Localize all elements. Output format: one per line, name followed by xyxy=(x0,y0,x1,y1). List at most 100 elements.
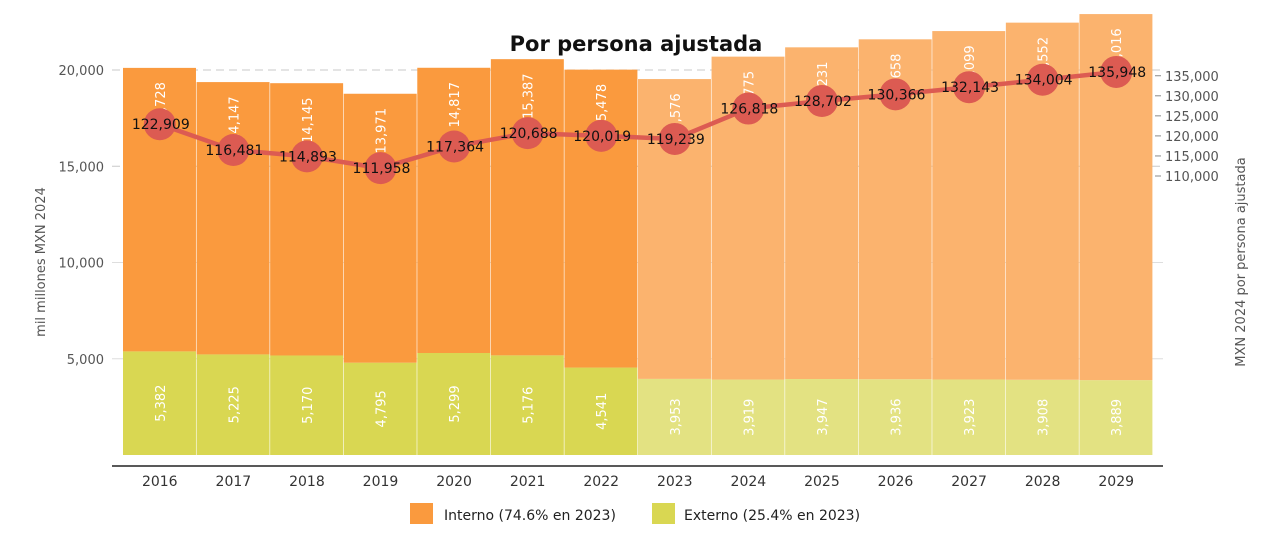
line-point-label: 130,366 xyxy=(868,87,926,103)
right-tick-label: 135,000 xyxy=(1165,70,1219,85)
bar-label-externo: 5,170 xyxy=(301,387,316,424)
bar-label-interno: 13,971 xyxy=(375,108,390,154)
bar-externo xyxy=(932,379,1006,455)
x-tick-label: 2019 xyxy=(363,474,399,490)
bar-interno xyxy=(490,59,564,356)
line-point xyxy=(658,122,691,155)
right-tick-label: 130,000 xyxy=(1165,90,1219,105)
bar-externo xyxy=(711,379,785,455)
x-tick-label: 2026 xyxy=(878,474,914,490)
bar-label-externo: 4,795 xyxy=(375,390,390,427)
line-point xyxy=(438,130,471,163)
line-point-label: 111,958 xyxy=(353,161,411,177)
x-tick-label: 2027 xyxy=(951,474,987,490)
bar-label-interno: 14,817 xyxy=(448,82,463,128)
line-point-label: 132,143 xyxy=(941,80,999,96)
bar-externo xyxy=(343,362,417,455)
bar-interno xyxy=(270,83,344,356)
line-point-label: 119,239 xyxy=(647,132,705,148)
right-tick-label: 115,000 xyxy=(1165,150,1219,165)
line-point xyxy=(879,78,912,111)
left-tick-label: 10,000 xyxy=(59,257,105,272)
bar-label-externo: 3,919 xyxy=(742,399,757,436)
bar-label-externo: 4,541 xyxy=(595,393,610,430)
line-point xyxy=(364,152,397,185)
bar-externo xyxy=(196,354,270,455)
line-point xyxy=(1026,63,1059,96)
bar-label-externo: 5,299 xyxy=(448,385,463,422)
bar-label-externo: 3,947 xyxy=(816,398,831,435)
bar-label-externo: 5,382 xyxy=(154,385,169,422)
line-point-label: 116,481 xyxy=(205,143,263,159)
line-point-label: 114,893 xyxy=(279,149,337,165)
line-point xyxy=(585,119,618,152)
x-tick-label: 2016 xyxy=(142,474,178,490)
left-tick-label: 5,000 xyxy=(67,353,104,368)
x-axis: 2016 2017 2018 2019 2020 2021 2022 2023 2024 2025… xyxy=(112,465,1163,490)
x-tick-label: 2023 xyxy=(657,474,693,490)
right-axis: 110,000 115,000 120,000 125,000 130,000 135,0… xyxy=(1155,70,1219,185)
line-point-label: 117,364 xyxy=(426,139,484,155)
bar-label-interno: 14,147 xyxy=(227,96,242,141)
bar-interno xyxy=(417,67,491,353)
line-point-label: 126,818 xyxy=(720,102,778,118)
x-tick-label: 2020 xyxy=(436,474,472,490)
grid-layer xyxy=(112,69,1163,360)
bar-label-externo: 3,953 xyxy=(669,398,684,435)
legend-label-externo: Externo (25.4% en 2023) xyxy=(684,508,860,524)
line-point xyxy=(217,134,250,167)
x-tick-label: 2017 xyxy=(216,474,252,490)
bar-externo xyxy=(1079,380,1153,455)
bar-externo xyxy=(417,352,491,455)
left-axis: 5,000 10,000 15,000 20,000 xyxy=(59,64,105,368)
bar-externo xyxy=(123,351,196,455)
bar-label-externo: 3,889 xyxy=(1110,399,1125,436)
bar-label-externo: 5,176 xyxy=(522,387,537,424)
bar-externo xyxy=(490,355,564,455)
legend-label-interno: Interno (74.6% en 2023) xyxy=(444,508,616,524)
legend-swatch-interno xyxy=(410,503,433,524)
bar-externo xyxy=(638,378,711,455)
line-point xyxy=(1100,55,1133,88)
line-point-label: 134,004 xyxy=(1015,73,1073,89)
left-axis-title: mil millones MXN 2024 xyxy=(34,187,49,337)
right-axis-title: MXN 2024 por persona ajustada xyxy=(1234,157,1249,366)
line-point xyxy=(805,85,838,118)
bar-label-externo: 3,936 xyxy=(890,399,905,436)
bar-interno xyxy=(196,82,270,355)
left-tick-label: 20,000 xyxy=(59,64,105,79)
right-tick-label: 120,000 xyxy=(1165,130,1219,145)
line-point xyxy=(511,117,544,150)
bar-label-interno: 15,478 xyxy=(595,84,610,130)
left-tick-label: 15,000 xyxy=(59,160,105,175)
right-tick-label: 125,000 xyxy=(1165,110,1219,125)
line-point xyxy=(290,140,323,173)
line-point-label: 128,702 xyxy=(794,94,852,110)
bar-label-interno: 15,387 xyxy=(522,73,537,119)
line-layer: 122,909 116,481 114,893 111,958 117,364 120,6… xyxy=(132,55,1146,185)
x-tick-label: 2025 xyxy=(804,474,840,490)
bar-externo xyxy=(270,355,344,455)
x-tick-label: 2021 xyxy=(510,474,546,490)
x-tick-label: 2029 xyxy=(1098,474,1134,490)
chart-title: Por persona ajustada xyxy=(510,32,763,56)
bar-externo xyxy=(1005,379,1079,455)
x-tick-label: 2022 xyxy=(583,474,619,490)
bar-interno xyxy=(564,69,638,368)
right-tick-label: 110,000 xyxy=(1165,170,1219,185)
bar-label-externo: 5,225 xyxy=(227,386,242,423)
line-point xyxy=(953,71,986,104)
bar-label-interno: 14,145 xyxy=(301,97,316,143)
bar-externo xyxy=(564,367,638,455)
legend-swatch-externo xyxy=(652,503,675,524)
x-tick-label: 2018 xyxy=(289,474,325,490)
line-point-label: 135,948 xyxy=(1088,65,1146,81)
bar-externo xyxy=(858,379,932,455)
bars-layer xyxy=(123,14,1153,455)
bar-label-externo: 3,908 xyxy=(1037,399,1052,436)
line-point xyxy=(143,108,176,141)
legend: Interno (74.6% en 2023) Externo (25.4% e… xyxy=(410,503,860,524)
line-point-label: 120,019 xyxy=(573,129,631,145)
